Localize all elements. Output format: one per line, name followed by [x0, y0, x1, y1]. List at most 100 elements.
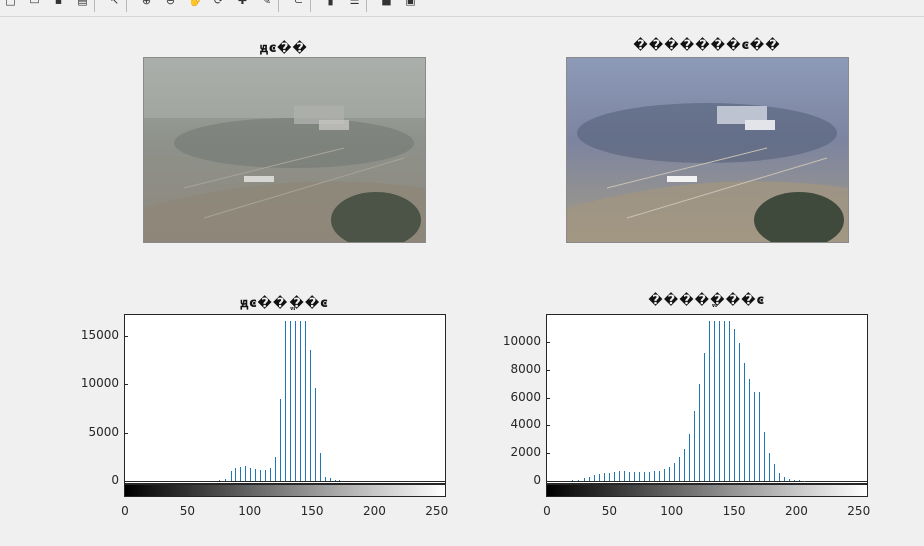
pointer-icon[interactable]: ↖ [109, 0, 120, 7]
figure-toolbar: □ ▭ ▪ ▤ ↖ ⊕ ⊖ ✋ ⟳ ✚ ✎ ⊂ ▮ ☰ ■ ▣ [0, 0, 924, 17]
pan-icon[interactable]: ✋ [188, 0, 202, 7]
x-tick-label: 100 [238, 504, 262, 518]
histogram-bar [254, 469, 256, 481]
histogram-bar [639, 471, 641, 481]
y-tick-mark [547, 425, 550, 427]
histogram-bar [763, 432, 765, 481]
enhanced-histogram-axes[interactable] [546, 314, 868, 484]
original-image [143, 57, 426, 243]
x-tick-label: 150 [300, 504, 324, 518]
histogram-bar [734, 329, 736, 481]
y-tick-label: 0 [533, 473, 541, 487]
y-tick-mark [547, 341, 550, 343]
toolbar-separator [278, 0, 279, 12]
histogram-bar [284, 321, 286, 481]
x-tick-label: 0 [543, 504, 551, 518]
histogram-bar [699, 383, 701, 481]
histogram-bar [594, 475, 596, 481]
histogram-bar [309, 350, 311, 481]
histogram-bar [299, 321, 301, 481]
y-tick-mark [547, 453, 550, 455]
y-tick-label: 4000 [510, 417, 541, 432]
new-figure-icon[interactable]: □ [5, 0, 16, 7]
zoom-in-icon[interactable]: ⊕ [141, 0, 152, 7]
histogram-bar [589, 476, 591, 481]
histogram-bar [798, 480, 800, 481]
print-icon[interactable]: ▤ [77, 0, 88, 7]
y-tick-label: 2000 [510, 445, 541, 460]
histogram-bar [689, 433, 691, 481]
x-tick-label: 50 [601, 504, 617, 518]
histogram-bar [768, 453, 770, 481]
histogram-bar [231, 471, 232, 481]
y-tick-label: 15000 [80, 327, 119, 342]
original-histogram-axes[interactable] [124, 314, 446, 484]
y-tick-mark [547, 481, 550, 482]
y-tick-label: 6000 [510, 389, 541, 404]
x-tick-label: 200 [784, 504, 808, 518]
link-icon[interactable]: ⊂ [293, 0, 304, 7]
insert-legend-icon[interactable]: ☰ [349, 0, 360, 7]
histogram-bar [269, 467, 271, 481]
toolbar-separator [126, 0, 127, 12]
y-tick-label: 5000 [88, 424, 119, 439]
histogram-bar [319, 452, 321, 481]
x-tick-label: 150 [722, 504, 746, 518]
y-tick-mark [125, 384, 128, 386]
x-tick-label: 0 [121, 504, 129, 518]
hide-tools-icon[interactable]: ■ [381, 0, 392, 7]
histogram-bar [649, 471, 651, 481]
save-icon[interactable]: ▪ [54, 0, 63, 7]
histogram-bar [218, 480, 220, 481]
enhanced-image-title: �������ͼ�� [633, 38, 781, 53]
histogram-bar [669, 467, 671, 481]
y-tick-label: 10000 [80, 376, 119, 391]
show-tools-icon[interactable]: ▣ [405, 0, 416, 7]
y-tick-label: 8000 [510, 361, 541, 376]
histogram-bar [778, 472, 780, 481]
histogram-bar [773, 464, 775, 481]
y-tick-mark [547, 397, 550, 399]
histogram-bar [304, 321, 306, 481]
histogram-bar [719, 321, 721, 481]
histogram-bar [684, 449, 686, 481]
histogram-bar [624, 471, 626, 481]
histogram-bar [724, 321, 726, 481]
y-tick-mark [125, 432, 128, 434]
histogram-bar [609, 472, 611, 481]
toolbar-separator [366, 0, 367, 12]
histogram-bar [599, 474, 601, 481]
histogram-bar [274, 456, 276, 481]
data-cursor-icon[interactable]: ✚ [237, 0, 248, 7]
open-file-icon[interactable]: ▭ [29, 0, 40, 7]
brush-icon[interactable]: ✎ [261, 0, 272, 7]
histogram-bar [334, 479, 336, 481]
histogram-bar [704, 353, 706, 481]
insert-colorbar-icon[interactable]: ▮ [327, 0, 334, 7]
histogram-bar [314, 387, 316, 481]
x-tick-label: 200 [362, 504, 386, 518]
histogram-bar [659, 470, 661, 481]
y-tick-mark [547, 369, 550, 371]
histogram-bar [664, 469, 666, 481]
histogram-bar [654, 471, 656, 481]
histogram-bar [634, 471, 636, 481]
x-tick-label: 250 [425, 504, 449, 518]
histogram-bar [783, 476, 785, 481]
histogram-bar [629, 471, 631, 481]
histogram-bar [339, 480, 341, 481]
histogram-bar [264, 469, 266, 481]
histogram-bar [644, 471, 646, 481]
histogram-bar [604, 473, 606, 481]
histogram-bar [674, 462, 676, 481]
histogram-bar [709, 321, 711, 481]
toolbar-separator [310, 0, 311, 12]
enhanced-image [566, 57, 849, 243]
rotate-3d-icon[interactable]: ⟳ [213, 0, 224, 7]
histogram-bar [244, 466, 246, 481]
histogram-bar [619, 471, 621, 481]
histogram-bar [578, 479, 580, 481]
zoom-out-icon[interactable]: ⊖ [165, 0, 176, 7]
x-tick-label: 100 [660, 504, 684, 518]
histogram-bar [614, 471, 616, 481]
